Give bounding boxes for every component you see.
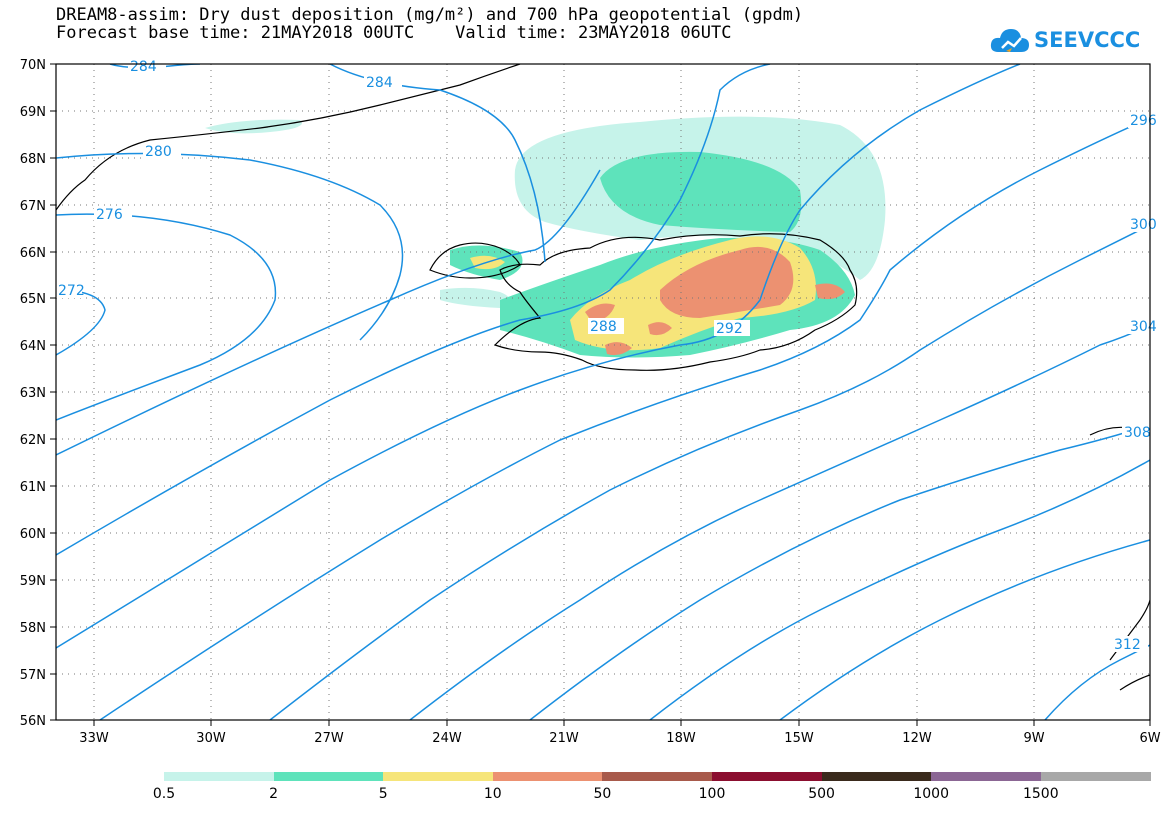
contour-288-b — [56, 64, 771, 556]
lon-label: 30W — [196, 731, 226, 746]
lat-label: 58N — [20, 621, 46, 636]
contour-label: 272 — [58, 283, 85, 299]
lon-label: 6W — [1139, 731, 1160, 746]
lat-label: 69N — [20, 105, 46, 120]
lat-label: 62N — [20, 433, 46, 448]
lon-label: 9W — [1023, 731, 1044, 746]
westfjords-coast — [429, 242, 521, 279]
legend-label: 500 — [808, 786, 835, 802]
lat-label: 57N — [20, 668, 46, 683]
contour-300 — [269, 224, 1150, 720]
lat-label: 70N — [20, 58, 46, 73]
dust-area-orange — [585, 303, 615, 322]
contour-label: 296 — [1130, 113, 1157, 129]
legend-swatch — [821, 772, 932, 781]
lat-label: 63N — [20, 386, 46, 401]
lat-label: 60N — [20, 527, 46, 542]
legend-label: 100 — [698, 786, 726, 802]
legend-label: 1500 — [1022, 786, 1059, 802]
legend-swatch — [492, 772, 603, 781]
contour-label: 288 — [590, 319, 617, 335]
contour-label: 312 — [1114, 637, 1141, 653]
dust-area-orange — [815, 283, 845, 300]
logo-text: SEEVCCC — [1034, 28, 1141, 52]
contour-284 — [329, 64, 546, 263]
contour-292 — [56, 64, 1021, 649]
dust-area-orange — [605, 342, 632, 356]
legend-swatch — [273, 772, 384, 781]
lat-label: 61N — [20, 480, 46, 495]
contour-288 — [56, 169, 601, 456]
cloud-logo-icon — [990, 29, 1029, 52]
lat-label: 68N — [20, 152, 46, 167]
longitude-labels: 33W 30W 27W 24W 21W 18W 15W 12W 9W 6W — [79, 731, 1160, 746]
legend-label: 5 — [378, 786, 388, 802]
contour-316 — [779, 539, 1150, 720]
map-title: DREAM8-assim: Dry dust deposition (mg/m²… — [56, 5, 804, 25]
contour-label: 276 — [96, 207, 123, 223]
dust-area-orange — [648, 322, 672, 336]
legend-swatch — [602, 772, 713, 781]
contour-label: 284 — [130, 59, 157, 75]
contour-label: 308 — [1124, 425, 1151, 441]
contour-308 — [529, 424, 1150, 720]
dust-area-medium — [600, 151, 802, 232]
lon-label: 15W — [784, 731, 814, 746]
map-subtitle: Forecast base time: 21MAY2018 00UTC Vali… — [56, 23, 732, 43]
lon-label: 24W — [432, 731, 462, 746]
contour-label: 304 — [1130, 319, 1157, 335]
legend-label: 2 — [269, 786, 279, 802]
legend-swatch — [931, 772, 1042, 781]
contour-276 — [56, 213, 277, 421]
legend-swatch — [383, 772, 494, 781]
contour-label: 300 — [1130, 217, 1157, 233]
lat-label: 67N — [20, 199, 46, 214]
lon-label: 33W — [79, 731, 109, 746]
greenland-coast — [56, 64, 521, 211]
contour-280 — [56, 152, 404, 341]
legend-label: 50 — [593, 786, 612, 802]
contour-312 — [649, 459, 1150, 720]
lat-label: 64N — [20, 339, 46, 354]
latitude-labels: 70N 69N 68N 67N 66N 65N 64N 63N 62N 61N … — [20, 58, 46, 729]
iceland-coast — [493, 233, 858, 371]
contour-label: 280 — [145, 144, 172, 160]
dust-area-light — [205, 119, 302, 134]
legend-label: 1000 — [913, 786, 950, 802]
lon-label: 12W — [902, 731, 932, 746]
seevccc-logo: SEEVCCC — [990, 22, 1140, 58]
legend-swatch — [712, 772, 823, 781]
legend-swatch — [1040, 772, 1151, 781]
legend-swatch — [164, 772, 275, 781]
dust-area-light — [440, 287, 510, 308]
contour-label: 284 — [366, 75, 393, 91]
contour-304 — [409, 324, 1150, 720]
lat-label: 66N — [20, 246, 46, 261]
contour-320 — [1044, 644, 1150, 720]
lat-label: 56N — [20, 714, 46, 729]
dust-deposition-field — [205, 116, 886, 358]
lat-label: 59N — [20, 574, 46, 589]
axis-ticks — [50, 63, 1151, 726]
lon-label: 18W — [666, 731, 696, 746]
contour-label: 292 — [716, 321, 743, 337]
contour-296 — [99, 117, 1150, 720]
lat-label: 65N — [20, 292, 46, 307]
legend-label: 0.5 — [152, 786, 176, 802]
legend-label: 10 — [483, 786, 502, 802]
lon-label: 21W — [549, 731, 579, 746]
lon-label: 27W — [314, 731, 344, 746]
